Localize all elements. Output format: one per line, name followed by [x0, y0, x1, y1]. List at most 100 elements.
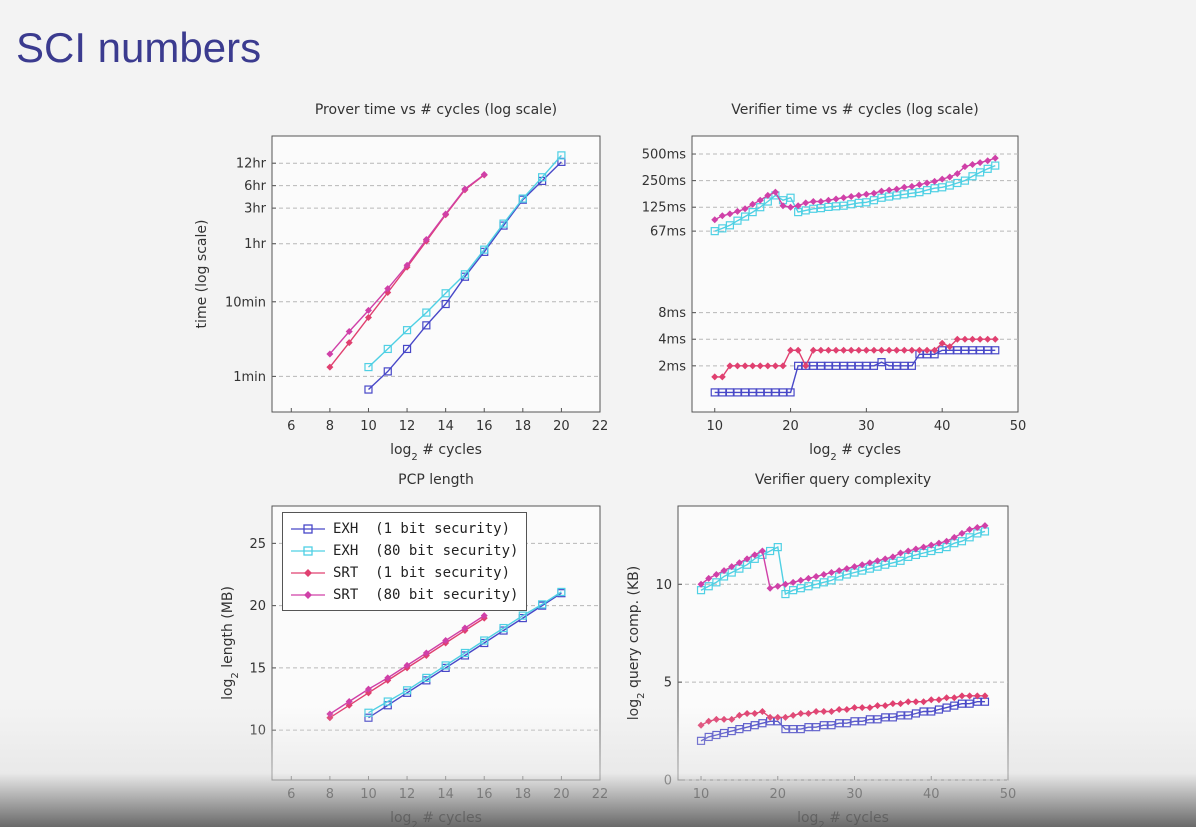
x-tick-label: 18: [515, 787, 532, 802]
data-point-srt80: [712, 571, 720, 578]
chart-title: Verifier query complexity: [755, 472, 931, 488]
data-point-srt80: [809, 198, 817, 206]
y-tick-label: 10min: [225, 295, 266, 310]
x-tick-label: 10: [693, 787, 710, 802]
data-point-exh80: [499, 219, 508, 228]
data-point-exh80: [402, 326, 412, 335]
series-line-exh1: [368, 592, 562, 719]
legend-label-srt80: SRT (80 bit security): [333, 587, 519, 603]
data-point-srt1: [711, 373, 719, 381]
legend-swatch-exh1: [291, 524, 325, 534]
data-point-srt80: [981, 522, 989, 530]
x-tick-label: 12: [399, 419, 416, 434]
data-point-exh1: [907, 361, 916, 370]
data-point-srt1: [809, 346, 817, 354]
x-tick-label: 18: [515, 419, 532, 434]
x-tick-label: 16: [476, 787, 493, 802]
data-point-srt80: [720, 567, 728, 575]
data-point-srt80: [946, 173, 954, 181]
data-point-exh80: [422, 673, 431, 682]
data-point-exh1: [786, 388, 795, 397]
data-point-exh80: [538, 600, 547, 609]
data-point-srt80: [969, 161, 977, 169]
y-tick-label: 20: [249, 599, 266, 614]
data-point-srt80: [726, 210, 734, 218]
data-point-exh80: [441, 661, 450, 670]
data-point-srt80: [950, 533, 958, 541]
data-point-srt80: [787, 203, 795, 211]
data-point-srt80: [820, 571, 828, 578]
data-point-srt1: [364, 313, 372, 321]
verifier-time-panel: Verifier time vs # cycles (log scale) 2ms…: [600, 96, 1027, 463]
data-point-srt80: [461, 624, 469, 632]
data-point-exh80: [538, 173, 547, 182]
prover-time-chart: Prover time vs # cycles (log scale) 1min 1…: [194, 102, 608, 463]
data-point-srt1: [976, 335, 984, 343]
y-tick-label: 0: [664, 774, 672, 789]
data-point-exh80: [364, 362, 373, 372]
data-point-srt80: [824, 196, 832, 204]
pcp-length-panel: PCP length 10 15 20 25 6 8 10 12 14 16 18 20 22 log2 #…: [190, 466, 610, 827]
data-point-exh80: [765, 546, 775, 556]
data-point-srt1: [889, 700, 897, 708]
data-point-exh1: [383, 367, 392, 376]
data-point-srt80: [774, 582, 782, 590]
data-point-srt1: [923, 346, 931, 354]
legend-item-srt1: SRT (1 bit security): [291, 562, 518, 584]
data-point-srt80: [878, 187, 886, 195]
data-point-srt1: [931, 346, 939, 354]
data-point-srt80: [789, 578, 797, 586]
data-point-srt80: [802, 199, 810, 207]
data-point-srt80: [345, 327, 353, 335]
data-point-srt80: [779, 202, 787, 210]
data-point-exh80: [789, 586, 798, 595]
data-point-srt80: [758, 547, 766, 555]
x-tick-label: 20: [782, 419, 799, 434]
data-point-srt1: [741, 362, 749, 370]
data-point-exh80: [557, 587, 566, 597]
data-point-srt80: [851, 563, 859, 571]
data-point-srt1: [870, 346, 878, 354]
x-tick-label: 20: [553, 419, 570, 434]
data-point-srt1: [927, 696, 935, 704]
x-tick-label: 8: [326, 787, 334, 802]
data-point-srt80: [900, 183, 908, 191]
data-point-srt1: [817, 346, 825, 354]
data-point-srt80: [403, 661, 411, 669]
data-point-srt80: [923, 179, 931, 187]
data-point-srt80: [935, 539, 943, 547]
data-point-srt1: [779, 362, 787, 370]
legend-swatch-srt1: [291, 569, 325, 577]
y-tick-label: 15: [249, 661, 266, 676]
data-point-exh80: [781, 589, 790, 599]
x-tick-label: 8: [326, 419, 334, 434]
data-point-srt80: [920, 543, 928, 551]
data-point-srt1: [920, 698, 928, 706]
data-point-srt80: [961, 163, 969, 171]
y-tick-label: 250ms: [642, 174, 686, 189]
data-point-srt80: [804, 574, 812, 582]
chart-title: Prover time vs # cycles (log scale): [315, 102, 557, 118]
data-point-srt80: [958, 529, 966, 537]
data-point-exh80: [480, 636, 489, 645]
data-point-exh80: [748, 208, 757, 217]
data-point-srt80: [908, 182, 916, 190]
legend-label-exh80: EXH (80 bit security): [333, 543, 519, 559]
data-point-exh1: [364, 385, 373, 394]
y-tick-label: 10: [655, 578, 672, 593]
data-point-exh80: [383, 697, 392, 706]
data-point-srt80: [855, 191, 863, 199]
data-point-srt1: [764, 362, 772, 370]
data-point-exh80: [480, 245, 489, 254]
legend-swatch-srt80: [291, 591, 325, 599]
y-axis-label: time (log scale): [194, 220, 210, 329]
data-point-exh80: [733, 216, 742, 225]
data-point-srt1: [953, 335, 961, 343]
data-point-srt1: [878, 346, 886, 354]
data-point-srt80: [384, 285, 392, 293]
data-point-srt1: [756, 362, 764, 370]
data-point-exh80: [965, 533, 974, 542]
data-point-srt80: [480, 612, 488, 620]
data-point-srt80: [866, 559, 874, 567]
data-point-srt80: [953, 170, 961, 178]
